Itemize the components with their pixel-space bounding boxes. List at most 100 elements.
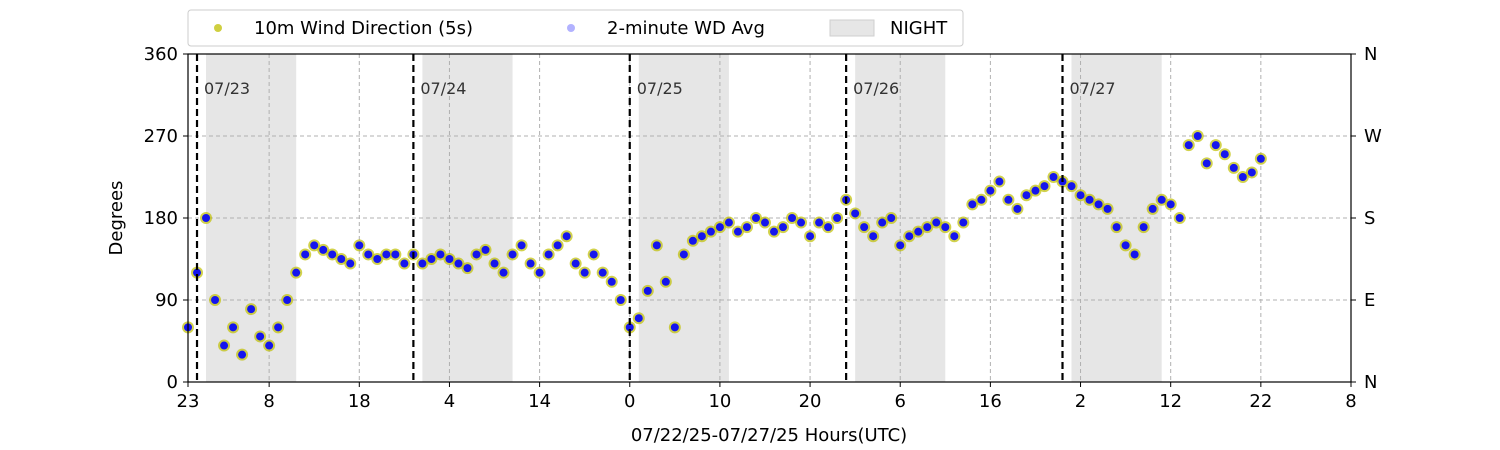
wd-avg-point-2 (202, 214, 211, 222)
wd-avg-point-50 (634, 314, 643, 323)
day-marker-label-4: 07/27 (1070, 79, 1116, 98)
day-markers: 07/23 07/24 07/25 07/26 07/27 (195, 54, 1116, 382)
wd-avg-point-119 (1256, 154, 1265, 163)
wd-avg-point-18 (346, 259, 355, 268)
wd-avg-point-20 (364, 250, 373, 259)
wd-avg-point-111 (1184, 141, 1193, 150)
wd-avg-point-48 (616, 296, 625, 304)
wd-avg-point-103 (1112, 223, 1121, 232)
wd-avg-point-83 (932, 218, 941, 227)
wd-avg-point-72 (833, 214, 842, 222)
wd-avg-point-63 (751, 214, 760, 222)
day-marker-label-1: 07/24 (420, 79, 466, 98)
wd-avg-point-10 (274, 323, 283, 332)
y-tick-label-0: 0 (167, 372, 178, 393)
wd-avg-point-33 (481, 245, 490, 254)
wd-avg-point-31 (463, 264, 472, 273)
legend-label-wind-direction: 10m Wind Direction (5s) (254, 18, 473, 39)
wd-avg-point-16 (328, 250, 337, 259)
wd-avg-point-1 (193, 268, 202, 277)
x-tick-label-5: 0 (624, 391, 635, 412)
wd-avg-point-23 (391, 250, 400, 259)
wd-avg-point-114 (1211, 141, 1220, 150)
day-marker-label-2: 07/25 (637, 79, 683, 98)
x-tick-label-6: 10 (708, 391, 731, 412)
wd-avg-point-34 (490, 259, 499, 268)
wd-avg-point-68 (797, 218, 806, 227)
wd-avg-point-8 (256, 332, 265, 341)
wd-avg-point-95 (1040, 182, 1049, 191)
x-tick-label-13: 8 (1345, 391, 1356, 412)
wd-avg-point-6 (238, 350, 247, 359)
legend-marker-wind-direction (214, 24, 222, 32)
wd-avg-point-54 (670, 323, 679, 332)
wd-avg-point-80 (905, 232, 914, 241)
wd-avg-point-38 (526, 259, 535, 268)
wd-avg-point-98 (1067, 182, 1076, 191)
wd-avg-point-7 (247, 305, 256, 314)
wd-avg-point-87 (968, 200, 977, 209)
x-tick-label-12: 22 (1249, 391, 1272, 412)
wd-avg-point-52 (652, 241, 661, 250)
wd-avg-point-91 (1004, 195, 1013, 204)
x-tick-label-7: 20 (799, 391, 822, 412)
wd-avg-point-90 (995, 177, 1004, 186)
wd-avg-point-67 (788, 214, 797, 222)
wd-avg-point-5 (229, 323, 238, 332)
y-right-tick-label-2: S (1364, 208, 1375, 229)
wd-avg-point-17 (337, 255, 346, 263)
wd-avg-point-43 (571, 259, 580, 268)
wd-avg-point-69 (806, 232, 815, 241)
y-tick-label-4: 360 (144, 44, 178, 65)
wd-avg-point-19 (355, 241, 364, 250)
wd-avg-point-46 (598, 268, 607, 277)
wd-avg-point-45 (589, 250, 598, 259)
wd-avg-point-109 (1166, 200, 1175, 209)
y-axis-ticks: 0 90 180 270 360 (144, 44, 188, 393)
wd-avg-point-89 (986, 186, 995, 195)
wd-avg-point-24 (400, 259, 409, 268)
wd-avg-point-86 (959, 218, 968, 227)
wd-avg-point-44 (580, 268, 589, 277)
y-right-tick-label-0: N (1364, 372, 1377, 393)
y-right-tick-label-1: E (1364, 290, 1375, 311)
wd-avg-point-4 (220, 341, 229, 350)
x-tick-label-10: 2 (1075, 391, 1086, 412)
wd-avg-point-82 (923, 223, 932, 232)
wd-avg-point-12 (292, 268, 301, 277)
wd-avg-point-66 (779, 223, 788, 232)
wd-avg-point-81 (914, 227, 923, 236)
legend-marker-wd-avg (567, 24, 575, 32)
wd-avg-point-78 (887, 214, 896, 222)
wd-avg-point-57 (697, 232, 706, 241)
wd-avg-point-101 (1094, 200, 1103, 209)
day-marker-label-0: 07/23 (204, 79, 250, 98)
wd-avg-point-92 (1013, 204, 1022, 213)
wd-avg-point-61 (733, 227, 742, 236)
wd-avg-point-112 (1193, 132, 1202, 140)
y-tick-label-2: 180 (144, 208, 178, 229)
wd-avg-point-71 (824, 223, 833, 232)
wd-avg-point-75 (860, 223, 869, 232)
wd-avg-point-116 (1229, 163, 1238, 172)
wd-avg-point-79 (896, 241, 905, 250)
x-tick-label-11: 12 (1159, 391, 1182, 412)
y-axis-label: Degrees (106, 181, 127, 256)
wd-avg-point-76 (869, 232, 878, 241)
wd-avg-point-99 (1076, 191, 1085, 200)
wd-avg-point-106 (1139, 223, 1148, 232)
x-tick-label-2: 18 (348, 391, 371, 412)
wd-avg-point-40 (544, 250, 553, 259)
wd-avg-point-88 (977, 195, 986, 204)
wd-avg-point-59 (715, 223, 724, 232)
wd-avg-point-62 (742, 223, 751, 232)
wd-avg-point-55 (679, 250, 688, 259)
wd-avg-point-9 (265, 341, 274, 350)
wd-avg-point-41 (553, 241, 562, 250)
x-tick-label-3: 4 (444, 391, 455, 412)
wd-avg-point-29 (445, 255, 454, 263)
y-right-axis-ticks: N E S W N (1351, 44, 1382, 393)
wd-avg-point-13 (301, 250, 310, 259)
wd-avg-point-102 (1103, 204, 1112, 213)
